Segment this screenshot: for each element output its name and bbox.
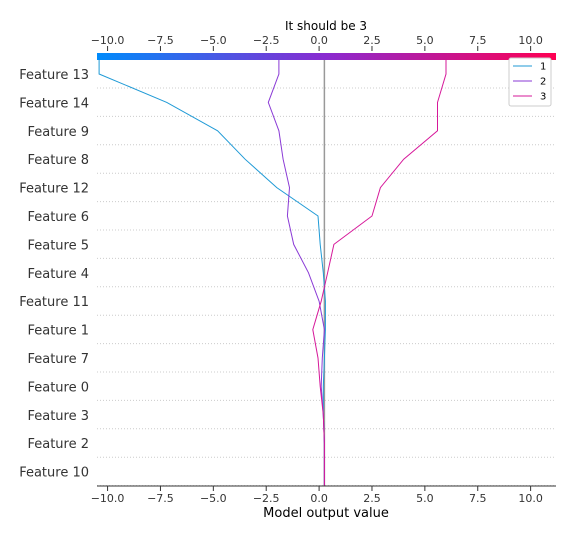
legend-label: 1 (540, 62, 546, 73)
feature-label: Feature 5 (27, 238, 89, 253)
top-tick-label: −7.5 (147, 34, 174, 47)
top-tick-label: 10.0 (518, 34, 543, 47)
series-line-1 (98, 60, 326, 486)
top-tick-label: −2.5 (253, 34, 280, 47)
top-tick-label: −5.0 (200, 34, 227, 47)
legend-label: 3 (540, 92, 546, 103)
top-tick-label: 7.5 (469, 34, 487, 47)
legend-box (508, 57, 552, 107)
feature-label: Feature 3 (27, 409, 89, 424)
feature-label: Feature 0 (27, 380, 89, 395)
feature-label: Feature 7 (27, 352, 89, 367)
bottom-tick-label: −2.5 (253, 492, 280, 505)
feature-label: Feature 8 (27, 153, 89, 168)
feature-label: Feature 2 (27, 437, 89, 452)
chart-title: It should be 3 (285, 19, 367, 33)
feature-label: Feature 11 (19, 295, 89, 310)
feature-label: Feature 14 (19, 96, 89, 111)
bottom-tick-label: 0.0 (310, 492, 328, 505)
bottom-tick-label: 2.5 (363, 492, 381, 505)
series-lines (98, 60, 447, 486)
bottom-tick-label: 5.0 (416, 492, 434, 505)
feature-label: Feature 6 (27, 210, 89, 225)
feature-label: Feature 9 (27, 125, 89, 140)
feature-label: Feature 12 (19, 182, 89, 197)
bottom-tick-label: −10.0 (91, 492, 125, 505)
series-line-3 (312, 60, 447, 486)
series-line-2 (267, 60, 325, 486)
top-tick-label: 0.0 (310, 34, 328, 47)
legend-label: 2 (540, 77, 546, 88)
top-tick-label: 2.5 (363, 34, 381, 47)
gridlines (97, 87, 556, 487)
feature-label: Feature 1 (27, 324, 89, 339)
x-axis-label: Model output value (263, 506, 389, 521)
bottom-tick-label: 10.0 (518, 492, 543, 505)
legend: 1 2 3 (508, 57, 552, 107)
feature-label: Feature 10 (19, 466, 89, 481)
bottom-tick-label: −7.5 (147, 492, 174, 505)
top-tick-label: 5.0 (416, 34, 434, 47)
colorbar (97, 53, 556, 60)
feature-labels: Feature 13 Feature 14 Feature 9 Feature 8 Fe… (19, 68, 89, 481)
bottom-tick-label: −5.0 (200, 492, 227, 505)
feature-label: Feature 4 (27, 267, 89, 282)
bottom-tick-label: 7.5 (469, 492, 487, 505)
axis-ticks: −10.0 −10.0 −7.5 −7.5 −5.0 −5.0 −2.5 −2.5 0.0 0.0… (91, 34, 543, 505)
top-tick-label: −10.0 (91, 34, 125, 47)
feature-label: Feature 13 (19, 68, 89, 83)
